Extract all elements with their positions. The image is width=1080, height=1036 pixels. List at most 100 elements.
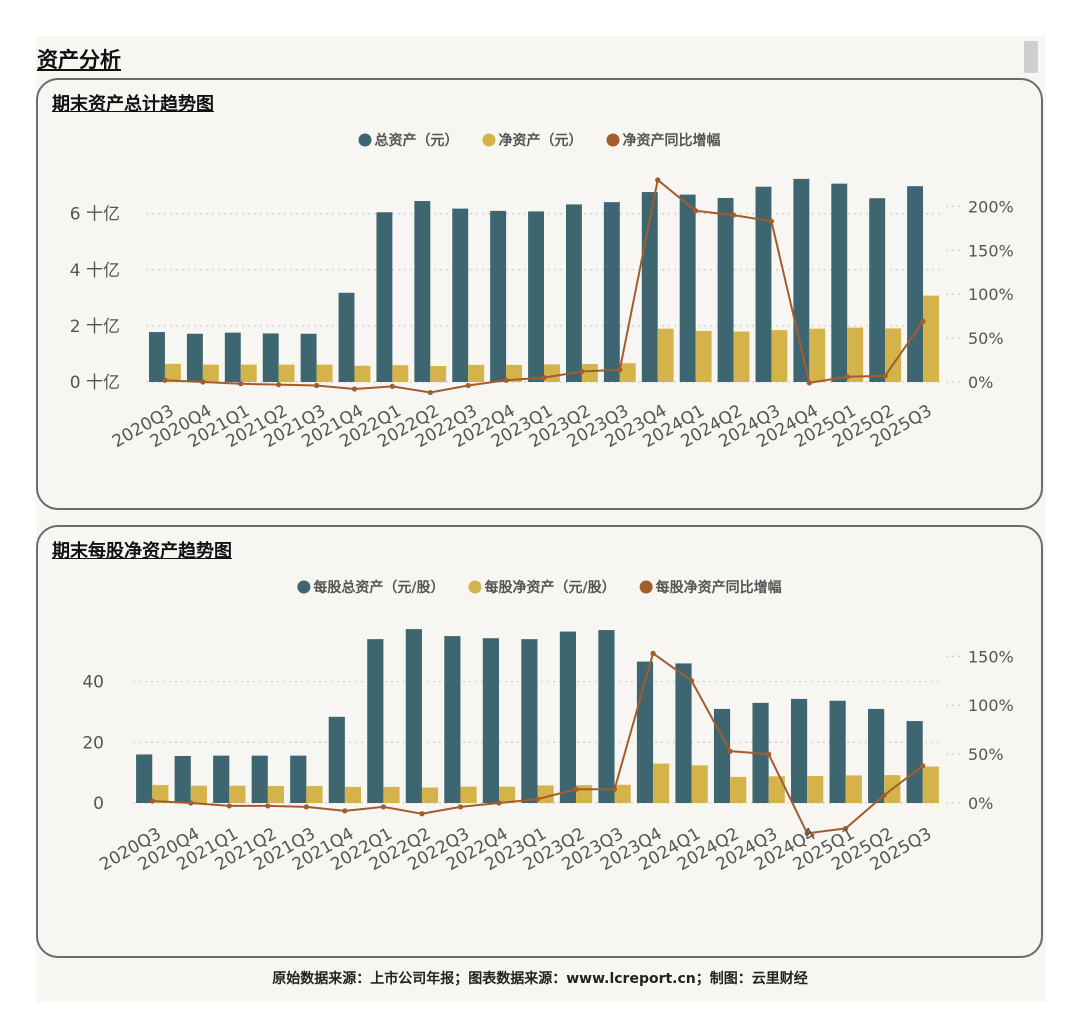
bar [755, 186, 772, 382]
bar [290, 755, 307, 803]
legend-label: 总资产（元） [375, 132, 459, 149]
y2-tick-label: 200% [968, 197, 1014, 216]
legend-marker [358, 133, 372, 147]
y-tick-label: 0 十亿 [70, 373, 120, 393]
bar [768, 776, 785, 803]
bar [771, 330, 788, 382]
line-point [804, 830, 810, 836]
bar [528, 211, 544, 382]
bar [717, 197, 734, 382]
legend-marker [639, 580, 653, 594]
line-point [226, 803, 232, 809]
bar [923, 295, 939, 382]
bar [186, 333, 203, 382]
y2-tick-label: 150% [968, 241, 1014, 260]
bar [730, 776, 747, 803]
bar [354, 365, 371, 382]
legend-marker [606, 133, 620, 147]
y-tick-label: 4 十亿 [70, 261, 120, 281]
line-point [806, 380, 812, 386]
line-point [843, 825, 849, 832]
bar [174, 755, 191, 803]
line-point [496, 800, 502, 806]
bar [790, 698, 808, 803]
legend-label: 净资产（元） [499, 132, 583, 149]
bar [619, 363, 636, 382]
line-point [766, 751, 772, 757]
y2-tick-label: 50% [968, 745, 1004, 764]
bar [576, 785, 593, 803]
chart-title: 期末每股净资产趋势图 [52, 541, 232, 562]
line-point [200, 379, 206, 385]
y2-tick-label: 100% [968, 696, 1014, 715]
bar [679, 194, 696, 382]
bar [675, 663, 692, 803]
bar [868, 708, 885, 803]
bar [460, 786, 477, 803]
legend-marker [482, 133, 496, 147]
line-point [342, 808, 348, 814]
bar [565, 204, 582, 382]
y2-tick-label: 100% [968, 285, 1014, 304]
line-point [162, 377, 168, 383]
bar [713, 708, 731, 803]
bar [906, 721, 923, 803]
y2-tick-label: 0% [968, 373, 993, 392]
line-point [573, 786, 579, 792]
y-tick-label: 6 十亿 [70, 205, 120, 225]
bar [164, 363, 181, 382]
line-point [920, 763, 926, 769]
y-tick-label: 40 [82, 673, 104, 693]
line-point [351, 386, 358, 392]
bar [240, 364, 257, 382]
bar [444, 636, 461, 803]
line-point [655, 177, 661, 183]
bar [278, 364, 295, 382]
bar [224, 332, 241, 382]
chart-card-per-share-assets: 期末每股净资产趋势图 0 20 40 0% 50% 100% 150% 2020Q3 2020Q… [36, 525, 1043, 958]
legend-label: 净资产同比增幅 [623, 132, 721, 149]
y-tick-label: 0 [93, 794, 104, 814]
bar [695, 330, 712, 382]
line-point [303, 804, 309, 810]
line-point [541, 375, 547, 381]
line-point [265, 803, 271, 809]
line-point [579, 368, 585, 375]
bar [733, 331, 750, 382]
legend-label: 每股净资产同比增幅 [656, 579, 782, 596]
y-tick-label: 20 [82, 733, 104, 753]
line-point [389, 383, 395, 389]
bar [306, 786, 323, 803]
bar [482, 638, 499, 803]
line-point [238, 381, 244, 387]
bar [657, 328, 674, 382]
line-point [313, 382, 320, 389]
bar [328, 716, 345, 803]
line-point [457, 804, 464, 810]
line-point [688, 678, 695, 684]
bar [831, 183, 848, 382]
legend-marker [297, 580, 311, 594]
chart-per-share-assets: 020400%50%100%150%2020Q32020Q42021Q12021… [82, 579, 1014, 875]
chart-title: 期末资产总计趋势图 [52, 94, 214, 115]
bar [847, 327, 864, 382]
bar [829, 700, 846, 803]
line-point [380, 804, 387, 810]
bar [392, 365, 409, 382]
bar [498, 786, 516, 803]
bar [383, 786, 400, 803]
bar [344, 786, 362, 803]
bar [452, 208, 469, 382]
bar [614, 784, 631, 803]
bar [807, 775, 824, 803]
section-title: 资产分析 [37, 48, 121, 72]
bar [262, 333, 279, 382]
bar [414, 201, 431, 382]
bar [559, 631, 577, 803]
chart-total-assets: 0 十亿2 十亿4 十亿6 十亿0%50%100%150%200%2020Q32… [70, 132, 1014, 452]
bar [922, 766, 939, 803]
scrollbar-thumb[interactable] [1024, 41, 1038, 73]
bar [506, 364, 523, 382]
line-point [844, 374, 850, 380]
bar [376, 212, 393, 382]
